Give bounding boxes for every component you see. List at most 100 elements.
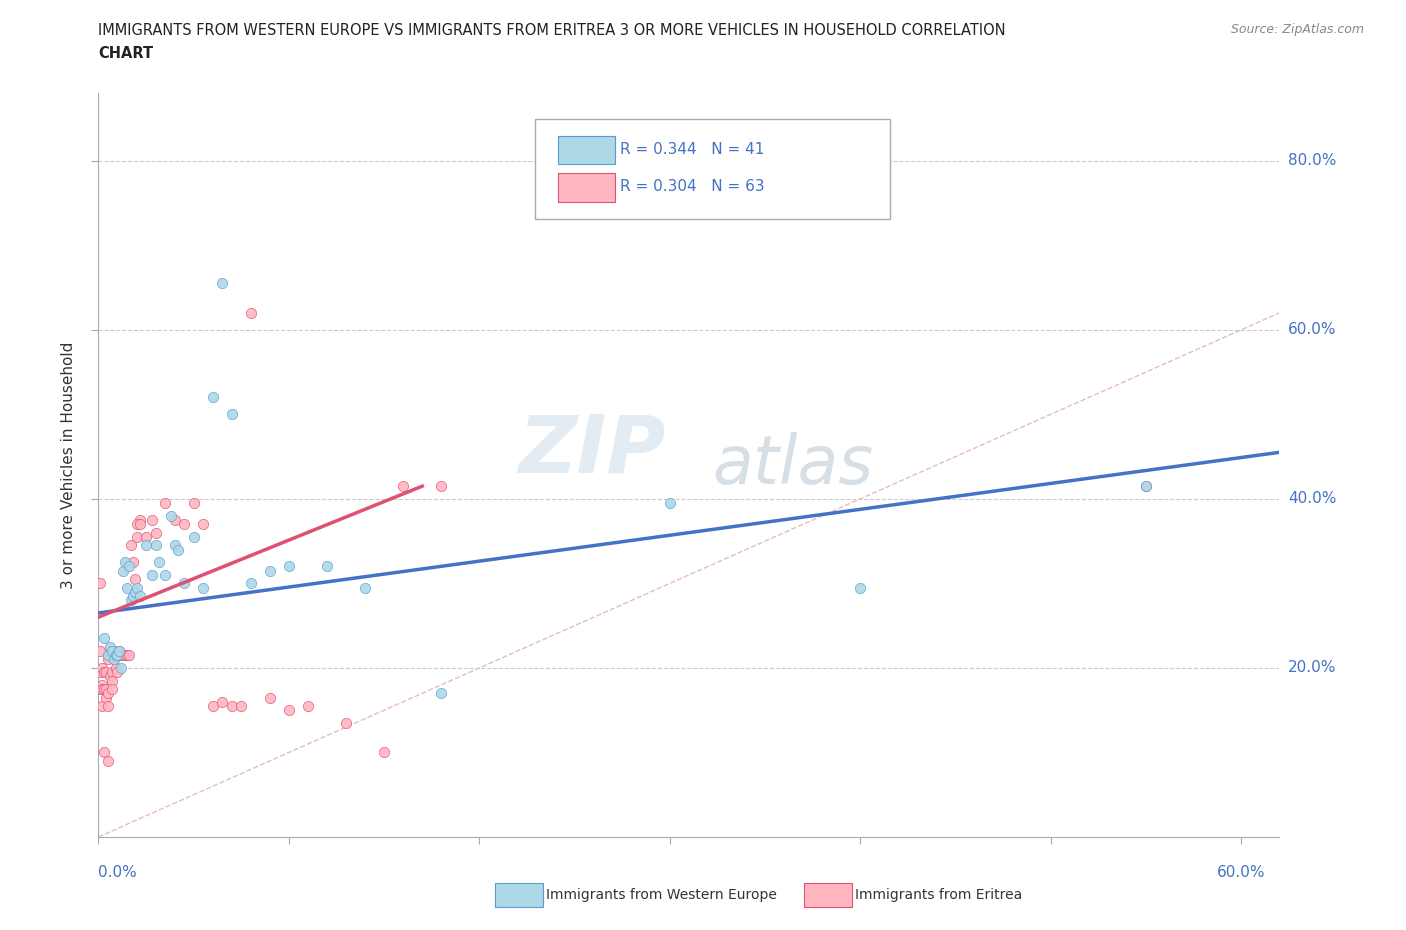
Point — [115, 580, 138, 595]
Point — [97, 698, 120, 713]
Point — [129, 512, 152, 527]
Text: 60.0%: 60.0% — [1218, 865, 1265, 880]
Point — [114, 648, 136, 663]
Point — [91, 698, 114, 713]
Point — [125, 517, 148, 532]
Y-axis label: 3 or more Vehicles in Household: 3 or more Vehicles in Household — [60, 341, 76, 589]
Point — [316, 559, 339, 574]
Point — [211, 276, 233, 291]
Point — [114, 555, 136, 570]
Point — [163, 538, 186, 552]
Point — [89, 576, 111, 591]
Point — [125, 580, 148, 595]
Point — [112, 648, 135, 663]
Point — [221, 698, 243, 713]
Point — [193, 517, 215, 532]
Text: R = 0.304   N = 63: R = 0.304 N = 63 — [620, 179, 765, 194]
Point — [107, 665, 129, 680]
Point — [97, 685, 120, 700]
Point — [91, 682, 114, 697]
Point — [120, 592, 142, 607]
Text: IMMIGRANTS FROM WESTERN EUROPE VS IMMIGRANTS FROM ERITREA 3 OR MORE VEHICLES IN : IMMIGRANTS FROM WESTERN EUROPE VS IMMIGR… — [98, 23, 1007, 38]
Text: CHART: CHART — [98, 46, 153, 61]
Point — [658, 496, 681, 511]
Text: 20.0%: 20.0% — [1288, 660, 1336, 675]
Point — [94, 690, 117, 705]
Text: 0.0%: 0.0% — [98, 865, 138, 880]
Point — [167, 542, 190, 557]
Point — [112, 564, 135, 578]
Point — [153, 496, 176, 511]
Point — [93, 631, 115, 645]
Text: Source: ZipAtlas.com: Source: ZipAtlas.com — [1230, 23, 1364, 36]
Point — [430, 685, 453, 700]
Point — [93, 682, 115, 697]
Point — [91, 660, 114, 675]
Point — [118, 559, 141, 574]
Point — [94, 665, 117, 680]
Point — [124, 584, 146, 599]
Point — [129, 517, 152, 532]
Point — [100, 682, 122, 697]
Point — [141, 567, 163, 582]
FancyBboxPatch shape — [558, 173, 614, 202]
Point — [201, 390, 224, 405]
Point — [183, 496, 205, 511]
Point — [239, 576, 262, 591]
Point — [93, 745, 115, 760]
Point — [159, 509, 181, 524]
Point — [297, 698, 319, 713]
Point — [259, 690, 281, 705]
Point — [100, 665, 122, 680]
Point — [100, 673, 122, 688]
Point — [259, 564, 281, 578]
Point — [98, 669, 121, 684]
Point — [120, 538, 142, 552]
Point — [392, 479, 415, 494]
Point — [98, 644, 121, 658]
Point — [173, 576, 195, 591]
Point — [121, 589, 143, 604]
Point — [108, 644, 131, 658]
Text: Immigrants from Western Europe: Immigrants from Western Europe — [546, 887, 776, 902]
Point — [135, 538, 157, 552]
Point — [277, 559, 299, 574]
Point — [231, 698, 253, 713]
Point — [849, 580, 872, 595]
Point — [108, 644, 131, 658]
Point — [91, 677, 114, 692]
Point — [100, 644, 122, 658]
Text: atlas: atlas — [713, 432, 873, 498]
Point — [103, 652, 125, 667]
Point — [104, 648, 127, 663]
Point — [103, 644, 125, 658]
Point — [145, 538, 167, 552]
Text: 60.0%: 60.0% — [1288, 322, 1336, 338]
Point — [183, 529, 205, 544]
Point — [141, 512, 163, 527]
Point — [93, 665, 115, 680]
Point — [104, 648, 127, 663]
Point — [125, 529, 148, 544]
Point — [373, 745, 395, 760]
Point — [89, 665, 111, 680]
Point — [118, 648, 141, 663]
Point — [201, 698, 224, 713]
Point — [121, 555, 143, 570]
Point — [221, 406, 243, 421]
Point — [89, 682, 111, 697]
Point — [335, 715, 357, 730]
Point — [211, 695, 233, 710]
Point — [110, 648, 132, 663]
Text: Immigrants from Eritrea: Immigrants from Eritrea — [855, 887, 1022, 902]
Point — [173, 517, 195, 532]
Point — [430, 479, 453, 494]
Point — [193, 580, 215, 595]
Point — [107, 648, 129, 663]
Point — [163, 512, 186, 527]
Point — [277, 703, 299, 718]
Point — [97, 652, 120, 667]
Point — [103, 652, 125, 667]
FancyBboxPatch shape — [558, 136, 614, 165]
Point — [1135, 479, 1157, 494]
